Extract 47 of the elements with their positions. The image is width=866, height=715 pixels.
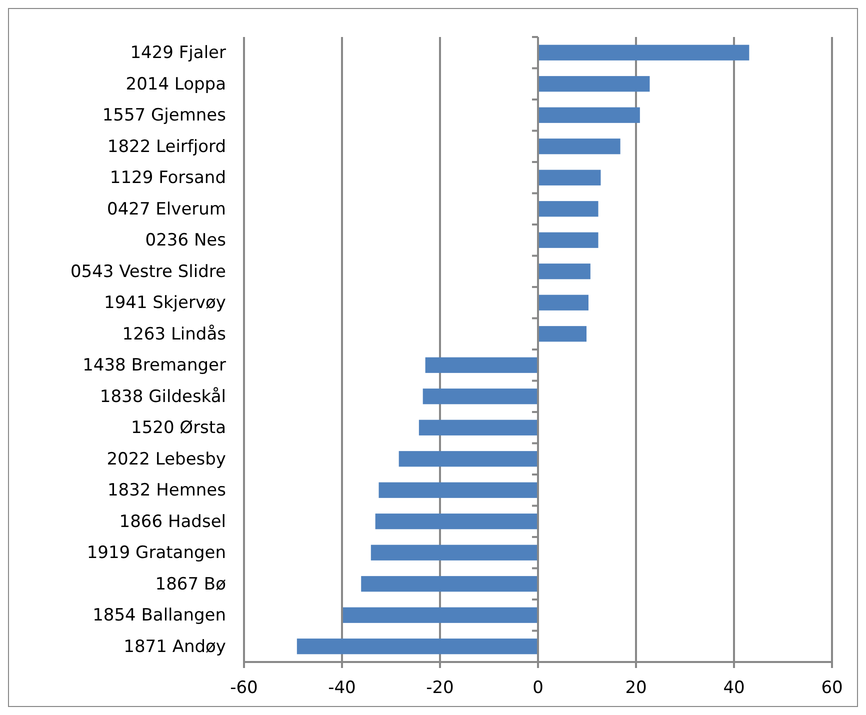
y-tick-label: 2014 Loppa (126, 74, 226, 94)
bar (538, 138, 620, 154)
bar (425, 357, 538, 373)
y-tick-label: 1129 Forsand (110, 168, 226, 188)
y-tick-label: 0236 Nes (145, 230, 226, 251)
y-tick-label: 2022 Lebesby (106, 449, 226, 470)
y-tick-label: 1438 Bremanger (82, 356, 226, 376)
y-tick-label: 1941 Skjervøy (104, 293, 226, 314)
bar (538, 107, 640, 123)
x-tick-label: 0 (532, 678, 544, 698)
bar (342, 607, 538, 623)
x-tick-label: 40 (723, 678, 745, 698)
y-tick-label: 1854 Ballangen (92, 606, 226, 626)
y-tick-label: 1838 Gildeskål (100, 386, 226, 407)
x-tick-label: -60 (230, 678, 258, 698)
x-tick-label: -40 (328, 678, 356, 698)
y-tick-label: 1429 Fjaler (130, 43, 226, 64)
y-tick-label: 1557 Gjemnes (102, 106, 226, 126)
bar (538, 170, 601, 186)
y-tick-label: 1867 Bø (155, 574, 226, 594)
x-tick-label: 60 (821, 678, 843, 698)
bar (538, 201, 598, 217)
bar (378, 482, 538, 498)
y-tick-label: 1871 Andøy (124, 636, 226, 657)
bar (538, 294, 588, 310)
bar (296, 638, 538, 654)
x-tick-label: 20 (625, 678, 647, 698)
y-tick-label: 1919 Gratangen (86, 543, 226, 564)
bar (538, 326, 587, 342)
y-tick-label: 1822 Leirfjord (107, 136, 226, 157)
y-tick-label: 1832 Hemnes (107, 480, 226, 501)
x-tick-label: -20 (426, 678, 454, 698)
bar (538, 264, 590, 280)
bar (418, 420, 538, 436)
y-tick-label: 1866 Hadsel (119, 512, 226, 532)
bar (422, 388, 538, 404)
bar (538, 76, 650, 92)
y-tick-label: 1520 Ørsta (131, 418, 226, 438)
bar (361, 576, 538, 592)
y-tick-label: 0427 Elverum (107, 199, 226, 220)
bar (538, 44, 750, 60)
bar (370, 544, 538, 560)
y-tick-label: 1263 Lindås (122, 324, 226, 344)
bar (398, 451, 538, 467)
y-tick-label: 0543 Vestre Slidre (70, 262, 226, 282)
bar (538, 232, 598, 248)
bar (375, 514, 538, 530)
